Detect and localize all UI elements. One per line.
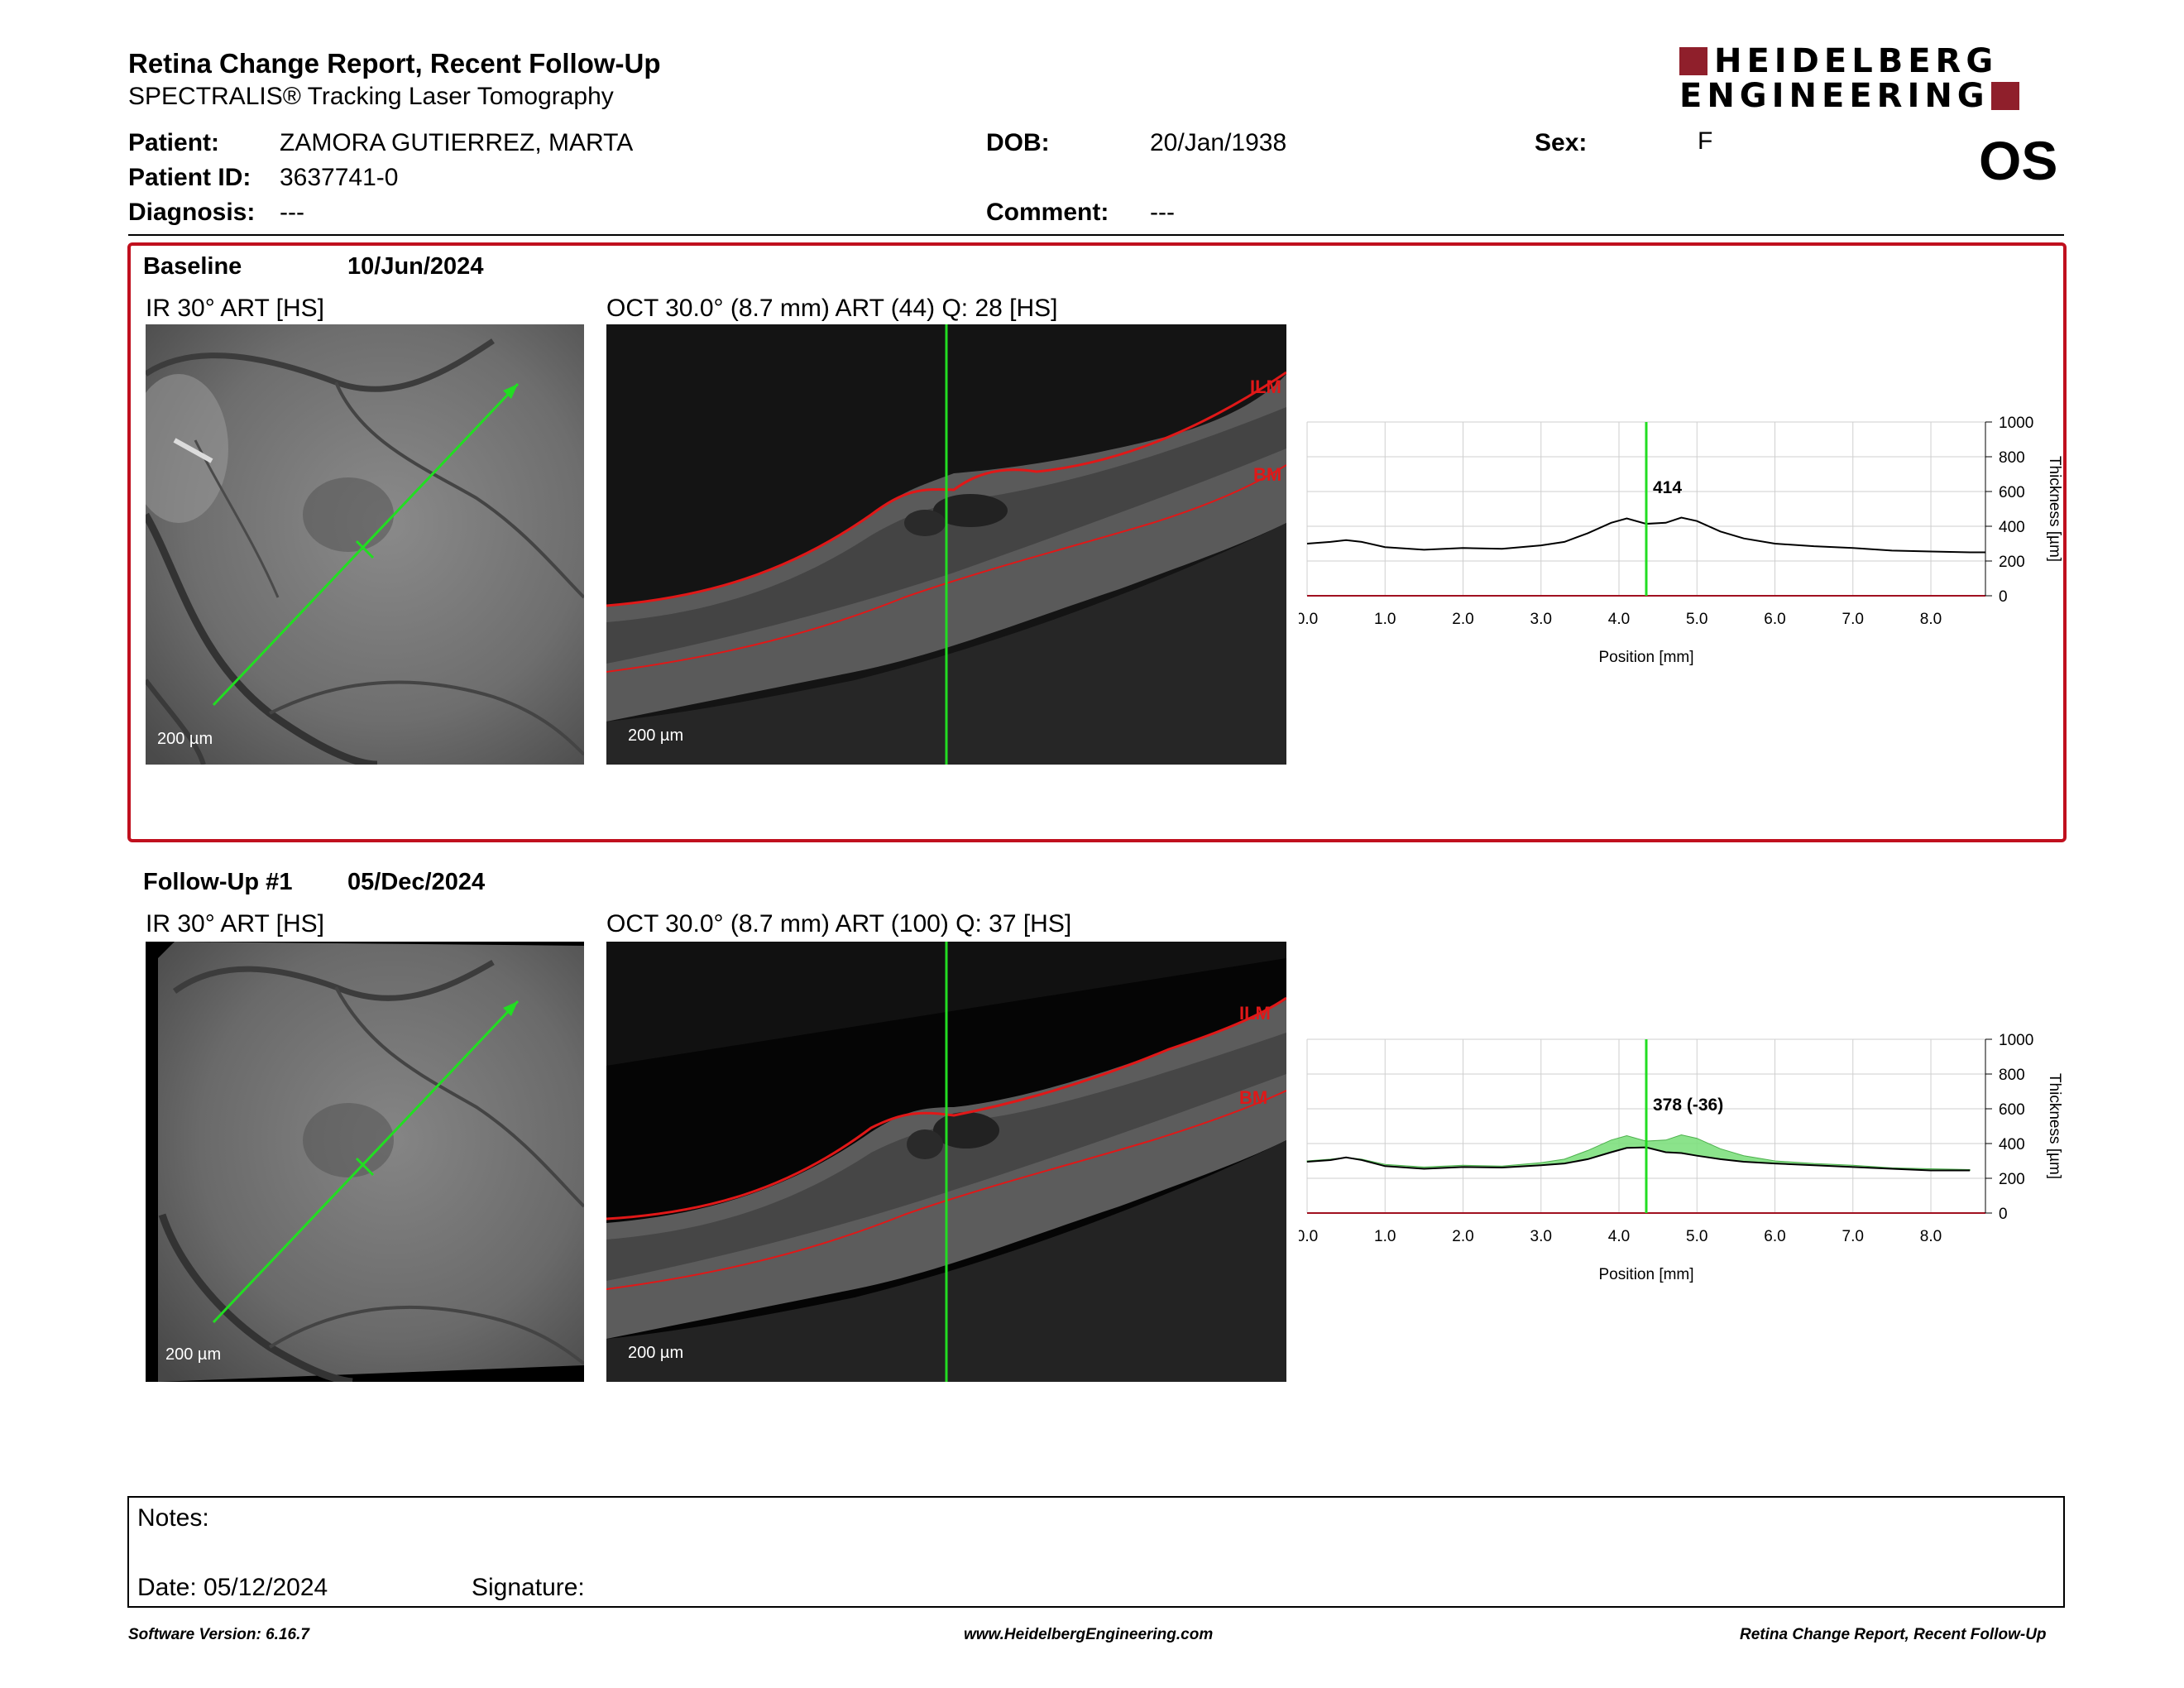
heidelberg-logo: HEIDELBERG ENGINEERING — [1679, 43, 2068, 117]
patient-id: 3637741-0 — [280, 164, 399, 191]
followup-ir-caption: IR 30° ART [HS] — [146, 910, 324, 938]
chart-x-tick-label: 6.0 — [1764, 611, 1785, 628]
patient-name-label: Patient: — [128, 129, 220, 156]
chart-y-tick-label: 0 — [1999, 1206, 2008, 1223]
chart-x-tick-label: 8.0 — [1920, 1228, 1942, 1245]
chart-x-tick-label: 8.0 — [1920, 611, 1942, 628]
footer-report-name: Retina Change Report, Recent Follow-Up — [1740, 1626, 2047, 1643]
chart-x-tick-label: 7.0 — [1842, 611, 1864, 628]
baseline-ir-image: 200 µm — [146, 324, 584, 765]
chart-series-line — [1306, 1146, 1971, 1172]
patient-id-label: Patient ID: — [128, 164, 251, 191]
report-title: Retina Change Report, Recent Follow-Up — [128, 48, 661, 79]
notes-box[interactable]: Notes: Date: 05/12/2024 Signature: — [127, 1496, 2065, 1608]
dob-value: 20/Jan/1938 — [1150, 129, 1287, 156]
followup-bm-label: BM — [1239, 1087, 1267, 1108]
followup-ilm-label: ILM — [1239, 1003, 1271, 1024]
chart-y-tick-label: 200 — [1999, 1171, 2025, 1188]
chart-marker-label: 414 — [1653, 478, 1682, 497]
chart-marker-label: 378 (-36) — [1653, 1096, 1723, 1115]
logo-line1: HEIDELBERG — [1714, 42, 1999, 80]
chart-x-tick-label: 3.0 — [1530, 1228, 1552, 1245]
followup-date: 05/Dec/2024 — [347, 869, 486, 895]
chart-y-tick-label: 1000 — [1999, 1032, 2033, 1049]
chart-x-tick-label: 1.0 — [1374, 1228, 1396, 1245]
chart-y-axis-label: Thickness [µm] — [2046, 1073, 2063, 1179]
chart-x-tick-label: 2.0 — [1452, 611, 1473, 628]
baseline-ir-scale: 200 µm — [157, 730, 213, 748]
sex-label: Sex: — [1535, 129, 1588, 156]
chart-x-tick-label: 4.0 — [1608, 611, 1630, 628]
logo-line2: ENGINEERING — [1679, 77, 1990, 115]
comment-label: Comment: — [986, 199, 1109, 226]
baseline-bm-label: BM — [1253, 464, 1281, 485]
chart-y-tick-label: 200 — [1999, 554, 2025, 571]
footer-software-version: Software Version: 6.16.7 — [128, 1626, 309, 1643]
chart-x-tick-label: 5.0 — [1686, 1228, 1707, 1245]
followup-ir-image: 200 µm — [146, 942, 584, 1382]
baseline-date: 10/Jun/2024 — [347, 253, 484, 280]
footer-website-link[interactable]: www.HeidelbergEngineering.com — [964, 1626, 1214, 1643]
notes-label: Notes: — [137, 1504, 209, 1532]
patient-name: ZAMORA GUTIERREZ, MARTA — [280, 129, 634, 156]
followup-oct-scale: 200 µm — [628, 1344, 684, 1362]
chart-y-tick-label: 600 — [1999, 1101, 2025, 1119]
comment-value: --- — [1150, 199, 1175, 226]
chart-x-tick-label: 1.0 — [1374, 611, 1396, 628]
chart-y-tick-label: 600 — [1999, 484, 2025, 501]
chart-x-tick-label: 0.0 — [1299, 1228, 1318, 1245]
followup-label: Follow-Up #1 — [143, 869, 293, 895]
chart-x-axis-label: Position [mm] — [1598, 649, 1693, 666]
notes-date: Date: 05/12/2024 — [137, 1574, 328, 1601]
chart-y-tick-label: 400 — [1999, 1136, 2025, 1153]
chart-x-tick-label: 2.0 — [1452, 1228, 1473, 1245]
baseline-oct-image: ILM BM 200 µm — [606, 324, 1286, 765]
baseline-frame — [127, 242, 2067, 842]
baseline-oct-scale: 200 µm — [628, 727, 684, 745]
chart-x-tick-label: 0.0 — [1299, 611, 1318, 628]
diagnosis-value: --- — [280, 199, 304, 226]
eye-indicator: OS — [1979, 130, 2058, 191]
followup-oct-image: ILM BM 200 µm — [606, 942, 1286, 1382]
signature-label: Signature: — [472, 1574, 585, 1601]
dob-label: DOB: — [986, 129, 1050, 156]
diagnosis-label: Diagnosis: — [128, 199, 256, 226]
baseline-thickness-chart: 0 200 400 600 800 1000 0.0 1.0 2.0 3.0 4.0 5.0 6.0 7.… — [1299, 415, 2063, 666]
chart-x-axis-label: Position [mm] — [1598, 1266, 1693, 1283]
header-divider — [128, 234, 2064, 236]
chart-y-tick-label: 800 — [1999, 449, 2025, 467]
baseline-oct-caption: OCT 30.0° (8.7 mm) ART (44) Q: 28 [HS] — [606, 295, 1058, 322]
followup-oct-caption: OCT 30.0° (8.7 mm) ART (100) Q: 37 [HS] — [606, 910, 1072, 938]
chart-y-axis-label: Thickness [µm] — [2046, 456, 2063, 562]
chart-series-line — [1306, 516, 1985, 554]
chart-x-tick-label: 7.0 — [1842, 1228, 1864, 1245]
logo-square-icon — [1679, 47, 1707, 75]
sex-value: F — [1698, 127, 1713, 155]
chart-y-tick-label: 0 — [1999, 588, 2008, 606]
followup-ir-scale: 200 µm — [165, 1345, 222, 1364]
chart-y-tick-label: 1000 — [1999, 415, 2033, 432]
logo-square-icon — [1990, 82, 2019, 110]
baseline-label: Baseline — [143, 253, 242, 280]
chart-difference-area — [1306, 1134, 1971, 1172]
chart-x-tick-label: 3.0 — [1530, 611, 1552, 628]
followup-thickness-chart: 0 200 400 600 800 1000 0.0 1.0 2.0 3.0 4.0 5.0 6.0 7.… — [1299, 1032, 2063, 1283]
chart-y-tick-label: 400 — [1999, 519, 2025, 536]
baseline-ilm-label: ILM — [1250, 376, 1281, 397]
baseline-ir-caption: IR 30° ART [HS] — [146, 295, 324, 322]
chart-x-tick-label: 4.0 — [1608, 1228, 1630, 1245]
chart-x-tick-label: 5.0 — [1686, 611, 1707, 628]
chart-y-tick-label: 800 — [1999, 1067, 2025, 1084]
chart-x-tick-label: 6.0 — [1764, 1228, 1785, 1245]
report-subtitle: SPECTRALIS® Tracking Laser Tomography — [128, 83, 614, 110]
